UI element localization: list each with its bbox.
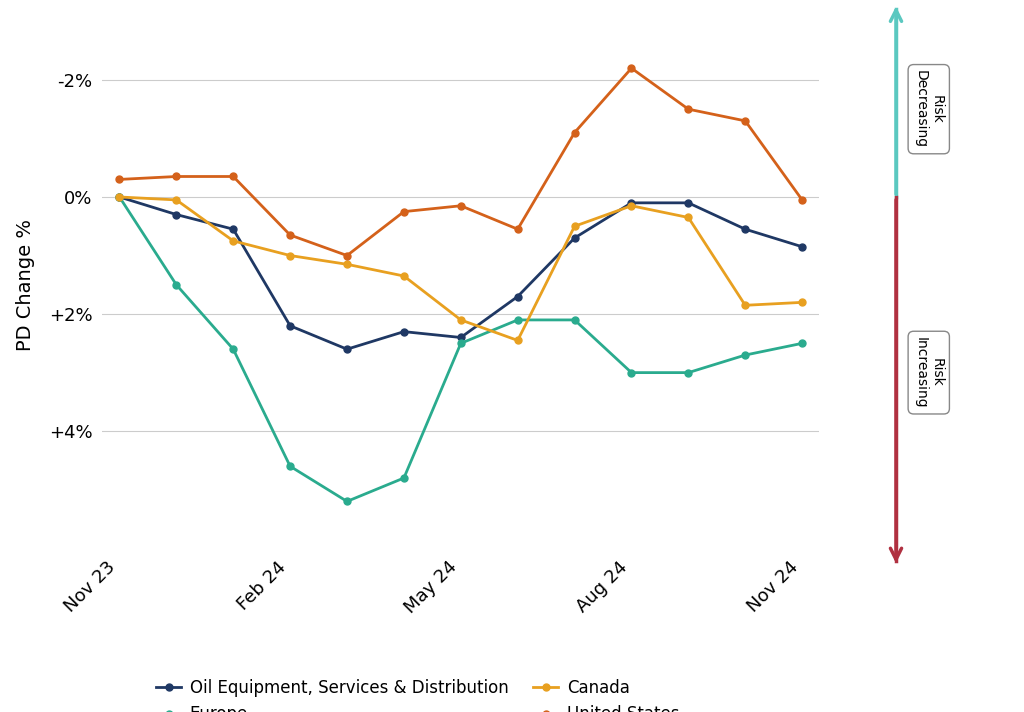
Oil Equipment, Services & Distribution [114, 193, 126, 201]
United States [455, 201, 467, 210]
Canada [284, 251, 296, 260]
Europe [512, 315, 524, 324]
Canada [739, 301, 752, 310]
Canada [455, 315, 467, 324]
Europe [170, 281, 182, 289]
Oil Equipment, Services & Distribution [568, 234, 581, 242]
Oil Equipment, Services & Distribution [626, 199, 638, 207]
Line: Oil Equipment, Services & Distribution: Oil Equipment, Services & Distribution [116, 194, 806, 352]
Oil Equipment, Services & Distribution [682, 199, 694, 207]
Oil Equipment, Services & Distribution [796, 243, 808, 251]
Europe [114, 193, 126, 201]
Text: Risk
Decreasing: Risk Decreasing [913, 70, 944, 148]
Legend: Oil Equipment, Services & Distribution, Europe, Canada, United States: Oil Equipment, Services & Distribution, … [150, 673, 686, 712]
Europe [284, 462, 296, 471]
Canada [341, 260, 353, 268]
United States [397, 207, 410, 216]
United States [170, 172, 182, 181]
Y-axis label: PD Change %: PD Change % [16, 219, 35, 351]
Oil Equipment, Services & Distribution [227, 225, 240, 234]
Canada [796, 298, 808, 307]
Line: Europe: Europe [116, 194, 806, 505]
United States [682, 105, 694, 113]
Canada [512, 336, 524, 345]
Oil Equipment, Services & Distribution [397, 328, 410, 336]
United States [227, 172, 240, 181]
United States [512, 225, 524, 234]
Line: United States: United States [116, 65, 806, 259]
Canada [626, 201, 638, 210]
Canada [114, 193, 126, 201]
United States [739, 117, 752, 125]
Europe [455, 339, 467, 347]
Europe [739, 351, 752, 360]
United States [114, 175, 126, 184]
Canada [397, 272, 410, 281]
Europe [796, 339, 808, 347]
Text: Risk
Increasing: Risk Increasing [913, 337, 944, 409]
Europe [568, 315, 581, 324]
United States [796, 196, 808, 204]
Europe [626, 368, 638, 377]
Canada [227, 236, 240, 245]
United States [284, 231, 296, 239]
Oil Equipment, Services & Distribution [170, 210, 182, 219]
Oil Equipment, Services & Distribution [512, 292, 524, 300]
Canada [568, 222, 581, 231]
Line: Canada: Canada [116, 194, 806, 344]
Oil Equipment, Services & Distribution [455, 333, 467, 342]
Europe [341, 497, 353, 506]
United States [626, 64, 638, 73]
Europe [682, 368, 694, 377]
Oil Equipment, Services & Distribution [341, 345, 353, 353]
Canada [682, 213, 694, 221]
Oil Equipment, Services & Distribution [739, 225, 752, 234]
United States [341, 251, 353, 260]
Europe [227, 345, 240, 353]
Canada [170, 196, 182, 204]
Europe [397, 473, 410, 482]
United States [568, 128, 581, 137]
Oil Equipment, Services & Distribution [284, 322, 296, 330]
